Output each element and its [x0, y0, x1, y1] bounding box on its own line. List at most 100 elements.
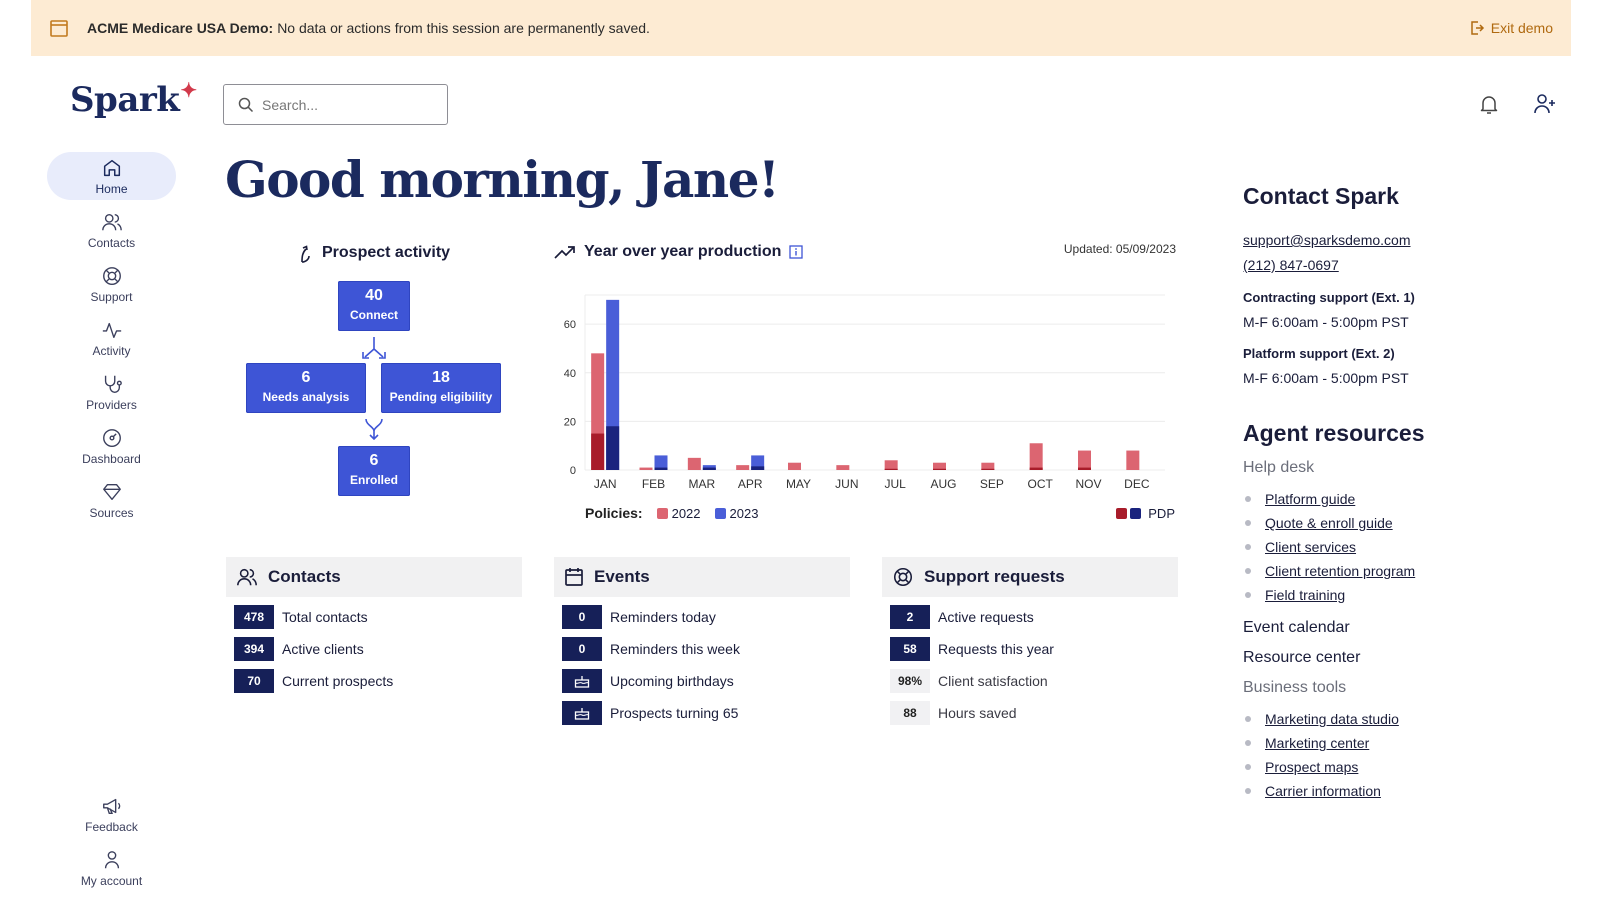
search-input[interactable] — [262, 96, 422, 113]
nav-support[interactable]: Support — [47, 260, 176, 308]
current-prospects-row[interactable]: 70 Current prospects — [234, 669, 522, 693]
y-tick-label: 0 — [570, 465, 576, 477]
chart-legend: Policies: 2022 2023 PDP — [585, 505, 1175, 521]
legend-2023-label: 2023 — [729, 505, 759, 521]
trending-up-icon — [554, 246, 575, 259]
activity-icon — [102, 322, 121, 338]
contracting-support-hours: M-F 6:00am - 5:00pm PST — [1243, 314, 1409, 330]
megaphone-icon — [102, 798, 120, 814]
x-tick-label: AUG — [930, 477, 956, 491]
x-tick-label: MAY — [786, 477, 811, 491]
spark-logo[interactable]: Spark✦ — [70, 78, 197, 120]
support-requests-card: Support requests 2 Active requests 58 Requ… — [882, 557, 1178, 725]
yoy-bar-chart: 0 20 40 60 JAN FEB MAR APR MAY JUN JUL AUG SEP OCT NOV… — [564, 294, 1165, 491]
support-phone-link[interactable]: (212) 847-0697 — [1243, 257, 1339, 273]
field-training-link[interactable]: Field training — [1265, 587, 1346, 603]
header-actions — [1477, 92, 1557, 116]
x-tick-label: MAR — [688, 477, 715, 491]
add-user-icon[interactable] — [1533, 92, 1557, 116]
events-card-title: Events — [594, 567, 650, 586]
pending-eligibility-box[interactable]: 18 Pending eligibility — [381, 363, 501, 413]
funnel-arrow-icon — [301, 245, 310, 263]
total-contacts-row[interactable]: 478 Total contacts — [234, 605, 522, 629]
nav-my-account[interactable]: My account — [47, 844, 176, 892]
y-tick-label: 40 — [564, 368, 576, 380]
marketing-center-link[interactable]: Marketing center — [1265, 735, 1370, 751]
platform-guide-link[interactable]: Platform guide — [1265, 491, 1356, 507]
needs-analysis-label: Needs analysis — [262, 390, 350, 404]
bar-2022-feb — [639, 467, 653, 470]
star-icon: ✦ — [180, 78, 197, 102]
active-clients-row[interactable]: 394 Active clients — [234, 637, 522, 661]
agent-resources-title: Agent resources — [1243, 420, 1425, 446]
bar-2022-may — [788, 462, 801, 470]
user-icon — [104, 850, 119, 868]
exit-icon — [1471, 21, 1484, 35]
upcoming-birthdays-row[interactable]: Upcoming birthdays — [562, 669, 850, 693]
bell-icon[interactable] — [1477, 92, 1501, 116]
contacts-card: Contacts 478 Total contacts 394 Active cli… — [226, 557, 522, 693]
split-arrow-icon — [362, 337, 386, 359]
events-card-header[interactable]: Events — [554, 557, 850, 597]
requests-this-year-count: 58 — [890, 637, 930, 661]
quote-enroll-guide-link[interactable]: Quote & enroll guide — [1265, 515, 1393, 531]
connect-box[interactable]: 40 Connect — [338, 281, 410, 331]
carrier-information-link[interactable]: Carrier information — [1265, 783, 1381, 799]
bar-2022-jun — [836, 465, 850, 470]
help-desk-list: Platform guide Quote & enroll guide Clie… — [1245, 487, 1563, 607]
banner-message: No data or actions from this session are… — [277, 20, 650, 36]
prospect-maps-link[interactable]: Prospect maps — [1265, 759, 1359, 775]
legend-2022-label: 2022 — [671, 505, 701, 521]
bar-pdp-2023-jan — [606, 426, 620, 470]
nav-providers-label: Providers — [86, 397, 137, 412]
contracting-support-label: Contracting support (Ext. 1) — [1243, 290, 1415, 305]
nav-sources[interactable]: Sources — [47, 476, 176, 524]
current-prospects-label: Current prospects — [282, 673, 394, 689]
nav-contacts-label: Contacts — [87, 235, 136, 250]
nav-home[interactable]: Home — [47, 152, 176, 200]
legend-label: Policies: — [585, 505, 643, 521]
marketing-data-studio-link[interactable]: Marketing data studio — [1265, 711, 1399, 727]
active-requests-count: 2 — [890, 605, 930, 629]
reminders-today-row[interactable]: 0 Reminders today — [562, 605, 850, 629]
resource-center-link[interactable]: Resource center — [1243, 649, 1361, 666]
sidebar-nav: Home Contacts Support Activity Providers… — [47, 152, 176, 530]
contacts-card-header[interactable]: Contacts — [226, 557, 522, 597]
needs-analysis-box[interactable]: 6 Needs analysis — [246, 363, 366, 413]
exit-demo-button[interactable]: Exit demo — [1469, 20, 1553, 36]
search-box[interactable] — [223, 84, 448, 125]
contacts-icon — [237, 568, 257, 586]
enrolled-label: Enrolled — [349, 473, 398, 487]
prospects-turning-65-row[interactable]: Prospects turning 65 — [562, 701, 850, 725]
business-tools-heading: Business tools — [1243, 679, 1347, 696]
support-email-link[interactable]: support@sparksdemo.com — [1243, 232, 1411, 248]
reminders-week-row[interactable]: 0 Reminders this week — [562, 637, 850, 661]
total-contacts-count: 478 — [234, 605, 274, 629]
bar-pdp-2023-feb — [654, 467, 668, 470]
client-retention-link[interactable]: Client retention program — [1265, 563, 1416, 579]
requests-this-year-row[interactable]: 58 Requests this year — [890, 637, 1178, 661]
nav-dashboard[interactable]: Dashboard — [47, 422, 176, 470]
contacts-icon — [101, 213, 122, 230]
prospects-turning-65-label: Prospects turning 65 — [610, 705, 739, 721]
nav-activity[interactable]: Activity — [47, 314, 176, 362]
y-tick-label: 60 — [564, 319, 576, 331]
gauge-icon — [102, 428, 121, 447]
nav-feedback[interactable]: Feedback — [47, 790, 176, 838]
client-services-link[interactable]: Client services — [1265, 539, 1357, 555]
info-icon[interactable] — [789, 245, 804, 259]
nav-contacts[interactable]: Contacts — [47, 206, 176, 254]
enrolled-box[interactable]: 6 Enrolled — [338, 446, 410, 496]
support-icon — [893, 567, 913, 587]
nav-providers[interactable]: Providers — [47, 368, 176, 416]
active-requests-row[interactable]: 2 Active requests — [890, 605, 1178, 629]
total-contacts-label: Total contacts — [282, 609, 368, 625]
nav-support-label: Support — [90, 289, 133, 304]
right-panel: Contact Spark support@sparksdemo.com (21… — [1243, 183, 1563, 803]
x-tick-label: APR — [738, 477, 763, 491]
support-icon — [102, 266, 121, 285]
support-requests-card-header[interactable]: Support requests — [882, 557, 1178, 597]
events-card: Events 0 Reminders today 0 Reminders this … — [554, 557, 850, 725]
event-calendar-link[interactable]: Event calendar — [1243, 619, 1350, 636]
platform-support-label: Platform support (Ext. 2) — [1243, 346, 1395, 361]
